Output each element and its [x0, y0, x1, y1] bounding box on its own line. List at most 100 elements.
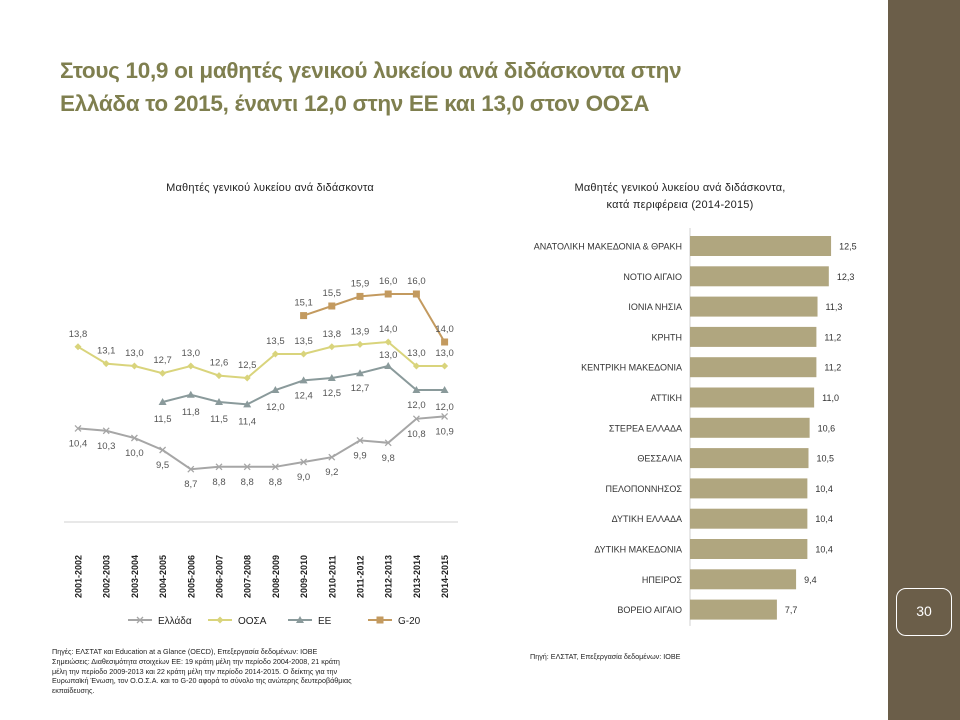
x-tick-label: 2008-2009 — [271, 555, 281, 598]
legend-label: G-20 — [398, 616, 421, 627]
data-label: 15,1 — [294, 298, 313, 309]
data-label: 15,9 — [351, 278, 370, 289]
data-point-mark — [271, 463, 279, 471]
data-label: 12,0 — [266, 402, 285, 413]
data-point — [356, 369, 364, 377]
right-source: Πηγή: ΕΛΣΤΑΤ, Επεξεργασία δεδομένων: ΙΟΒ… — [530, 652, 681, 661]
bar — [690, 539, 808, 559]
bar — [690, 569, 797, 590]
value-label: 7,7 — [785, 605, 798, 615]
x-tick-label: 2014-2015 — [440, 555, 450, 598]
x-tick-label: 2001-2002 — [74, 555, 84, 598]
data-point — [102, 427, 110, 435]
x-tick-label: 2013-2014 — [412, 555, 422, 598]
data-label: 10,3 — [97, 441, 116, 452]
data-label: 9,8 — [382, 453, 395, 464]
category-label: ΑΤΤΙΚΗ — [651, 393, 682, 403]
data-point-mark — [384, 439, 392, 447]
category-label: ΙΟΝΙΑ ΝΗΣΙΑ — [628, 302, 682, 312]
data-point — [130, 434, 138, 442]
category-label: ΚΕΝΤΡΙΚΗ ΜΑΚΕΔΟΝΙΑ — [581, 363, 682, 373]
category-label: ΠΕΛΟΠΟΝΝΗΣΟΣ — [606, 484, 683, 494]
x-tick-label: 2007-2008 — [243, 555, 253, 598]
category-label: ΑΝΑΤΟΛΙΚΗ ΜΑΚΕΔΟΝΙΑ & ΘΡΑΚΗ — [534, 242, 682, 252]
data-point — [187, 362, 195, 370]
data-label: 13,5 — [266, 336, 285, 347]
data-label: 16,0 — [407, 276, 426, 287]
value-label: 10,4 — [815, 514, 833, 524]
x-tick-label: 2012-2013 — [384, 555, 394, 598]
x-tick-label: 2009-2010 — [299, 555, 309, 598]
data-label: 11,8 — [182, 407, 200, 418]
data-label: 12,7 — [153, 355, 172, 366]
value-label: 12,3 — [837, 272, 855, 282]
value-label: 11,0 — [822, 393, 839, 403]
data-point — [384, 362, 393, 369]
data-point — [300, 312, 308, 320]
data-point — [441, 362, 449, 370]
data-point — [328, 302, 336, 310]
data-point — [215, 372, 223, 380]
page-number: 30 — [896, 588, 952, 636]
category-label: ΚΡΗΤΗ — [651, 332, 682, 342]
data-point — [271, 386, 280, 393]
data-label: 10,0 — [125, 448, 143, 459]
category-label: ΔΥΤΙΚΗ ΜΑΚΕΔΟΝΙΑ — [594, 545, 682, 555]
data-point — [215, 398, 223, 405]
data-point — [243, 400, 252, 408]
slide-title-line-1: Στους 10,9 οι μαθητές γενικού λυκείου αν… — [60, 58, 682, 83]
data-label: 11,5 — [210, 414, 228, 425]
legend-marker — [136, 616, 144, 624]
value-label: 11,3 — [826, 302, 843, 312]
bar-chart-title-line-2: κατά περιφέρεια (2014-2015) — [606, 199, 754, 211]
data-point-mark — [159, 446, 167, 454]
data-label: 13,0 — [435, 348, 454, 359]
category-label: ΘΕΣΣΑΛΙΑ — [637, 454, 682, 464]
data-label: 14,0 — [435, 324, 454, 335]
data-point — [412, 362, 420, 370]
data-label: 8,8 — [241, 477, 254, 488]
data-label: 13,5 — [294, 336, 313, 347]
data-point — [243, 463, 251, 471]
data-point — [441, 338, 449, 346]
data-point — [412, 415, 420, 423]
data-point — [441, 412, 449, 420]
data-label: 9,5 — [156, 460, 169, 471]
data-point — [74, 424, 82, 432]
left-note-1: Σημειώσεις: Διαθεσιμότητα στοιχείων ΕΕ: … — [52, 656, 340, 666]
value-label: 12,5 — [839, 242, 857, 252]
left-note-2: μέλη την περίοδο 2009-2013 και 22 κράτη … — [52, 666, 338, 676]
data-point — [300, 458, 308, 466]
value-label: 10,5 — [817, 454, 835, 464]
data-label: 16,0 — [379, 276, 398, 287]
decorative-side-band — [888, 0, 960, 720]
bar — [690, 508, 808, 529]
data-point — [384, 439, 392, 447]
value-label: 11,2 — [824, 332, 841, 342]
data-label: 12,5 — [238, 360, 257, 371]
category-label: ΣΤΕΡΕΑ ΕΛΛΑΔΑ — [609, 423, 682, 433]
data-label: 12,5 — [323, 388, 342, 399]
data-point — [159, 369, 167, 377]
x-tick-label: 2003-2004 — [130, 555, 140, 598]
data-label: 13,9 — [351, 326, 370, 337]
data-label: 11,5 — [154, 414, 172, 425]
x-tick-label: 2002-2003 — [102, 555, 112, 598]
data-point-mark — [441, 412, 449, 420]
data-point — [102, 360, 110, 368]
value-label: 9,4 — [804, 575, 817, 585]
bar-chart-title-line-1: Μαθητές γενικού λυκείου ανά διδάσκοντα, — [574, 182, 786, 194]
data-point-mark — [130, 434, 138, 442]
data-label: 12,0 — [407, 400, 426, 411]
line-chart: 2001-2002 2002-2003 2003-2004 2004-2005 2005… — [64, 276, 458, 627]
data-point-mark — [300, 458, 308, 466]
data-point — [440, 386, 449, 393]
data-point — [187, 465, 195, 473]
legend-label: ΕΕ — [318, 616, 332, 627]
category-label: ΗΠΕΙΡΟΣ — [642, 575, 683, 585]
slide-title: Στους 10,9 οι μαθητές γενικού λυκείου αν… — [60, 54, 860, 120]
x-tick-label: 2005-2006 — [186, 555, 196, 598]
data-label: 10,4 — [69, 438, 88, 449]
data-label: 13,1 — [97, 346, 116, 357]
data-point — [186, 390, 195, 398]
